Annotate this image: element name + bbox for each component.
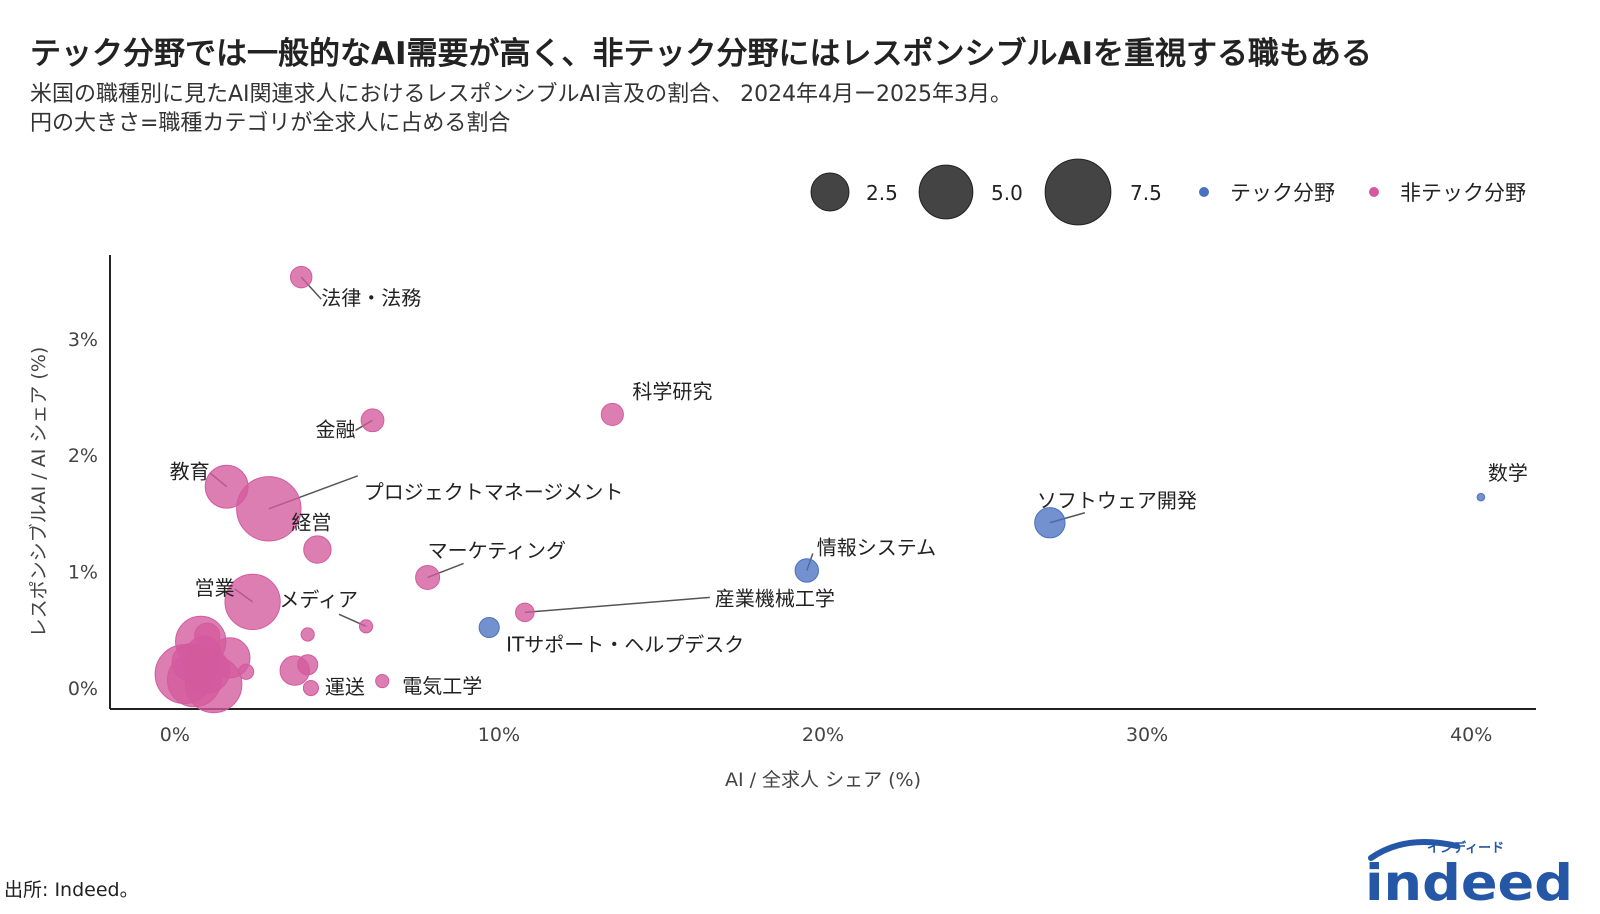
chart-subtitle: 米国の職種別に見たAI関連求人におけるレスポンシブルAI言及の割合、 2024年…: [30, 80, 1012, 138]
legend-size-circle: [918, 164, 974, 220]
x-tick-label: 40%: [1450, 724, 1492, 746]
data-point: [303, 535, 332, 564]
point-label: ITサポート・ヘルプデスク: [506, 633, 744, 657]
data-point: [1034, 507, 1066, 539]
legend-group-label: 非テック分野: [1400, 181, 1526, 205]
legend-size-circle: [1044, 158, 1112, 226]
point-label: 情報システム: [817, 535, 936, 559]
data-point: [224, 573, 281, 631]
legend-group-swatch: [1199, 187, 1209, 197]
data-point: [204, 464, 249, 509]
data-point: [375, 673, 390, 689]
source-note: 出所: Indeed。: [4, 879, 139, 901]
point-label: 経営: [291, 511, 331, 535]
point-label: メディア: [279, 587, 358, 611]
data-point: [300, 627, 315, 642]
y-tick-label: 0%: [68, 678, 98, 700]
legend-group-swatch: [1369, 187, 1379, 197]
y-tick-label: 3%: [68, 329, 98, 351]
subtitle-line-2: 円の大きさ=職種カテゴリが全求人に占める割合: [30, 111, 511, 136]
data-points: [154, 265, 1486, 714]
point-label: 金融: [316, 417, 356, 441]
data-point: [600, 402, 624, 427]
point-label: 営業: [195, 576, 235, 600]
x-tick-label: 20%: [802, 724, 844, 746]
data-point: [358, 619, 374, 634]
legend-size-label: 5.0: [991, 181, 1023, 205]
chart-title: テック分野では一般的なAI需要が高く、非テック分野にはレスポンシブルAIを重視す…: [30, 36, 1373, 72]
data-point: [1476, 492, 1486, 502]
point-label: ソフトウェア開発: [1037, 489, 1197, 513]
x-axis-label: AI / 全求人 シェア (%): [725, 769, 921, 791]
y-axis-label: レスポンシブルAI / AI シェア (%): [27, 347, 50, 638]
data-point: [236, 476, 302, 542]
point-label: マーケティング: [428, 538, 566, 562]
point-label: 電気工学: [402, 674, 482, 698]
data-point: [360, 408, 385, 433]
point-label: 科学研究: [632, 379, 712, 403]
y-tick-label: 2%: [68, 445, 98, 467]
data-point: [515, 602, 535, 623]
data-point: [794, 558, 819, 583]
axes: 0% 10% 20% 30% 40% 0% 1% 2% 3% AI / 全求人 シェア (%) レス…: [27, 255, 1536, 791]
point-label: 教育: [170, 460, 210, 484]
x-tick-label: 30%: [1126, 724, 1168, 746]
data-point: [238, 663, 255, 680]
leader-line: [524, 596, 710, 614]
x-tick-label: 10%: [478, 724, 520, 746]
indeed-logo: インディード indeed: [1365, 839, 1573, 908]
leader-lines: [209, 276, 1086, 628]
point-label: プロジェクトマネージメント: [364, 480, 624, 504]
data-point: [302, 679, 320, 697]
subtitle-line-1: 米国の職種別に見たAI関連求人におけるレスポンシブルAI言及の割合、 2024年…: [30, 82, 1013, 107]
data-point: [297, 654, 319, 676]
x-tick-label: 0%: [160, 724, 190, 746]
point-label: 法律・法務: [321, 286, 421, 310]
data-point: [289, 265, 313, 289]
logo-katakana: インディード: [1427, 840, 1504, 856]
legend: 2.5 5.0 7.5 テック分野 非テック分野: [810, 158, 1526, 226]
data-point: [194, 622, 221, 649]
y-tick-label: 1%: [68, 562, 98, 584]
legend-size-circle: [810, 172, 850, 212]
point-label: 運送: [325, 675, 365, 699]
data-point: [415, 564, 441, 590]
legend-size-label: 7.5: [1130, 181, 1162, 205]
point-label: 数学: [1488, 461, 1528, 485]
legend-group-label: テック分野: [1230, 181, 1335, 205]
data-point: [478, 616, 500, 639]
legend-size-label: 2.5: [866, 181, 898, 205]
logo-wordmark: indeed: [1365, 854, 1573, 908]
point-label: 産業機械工学: [715, 586, 835, 610]
